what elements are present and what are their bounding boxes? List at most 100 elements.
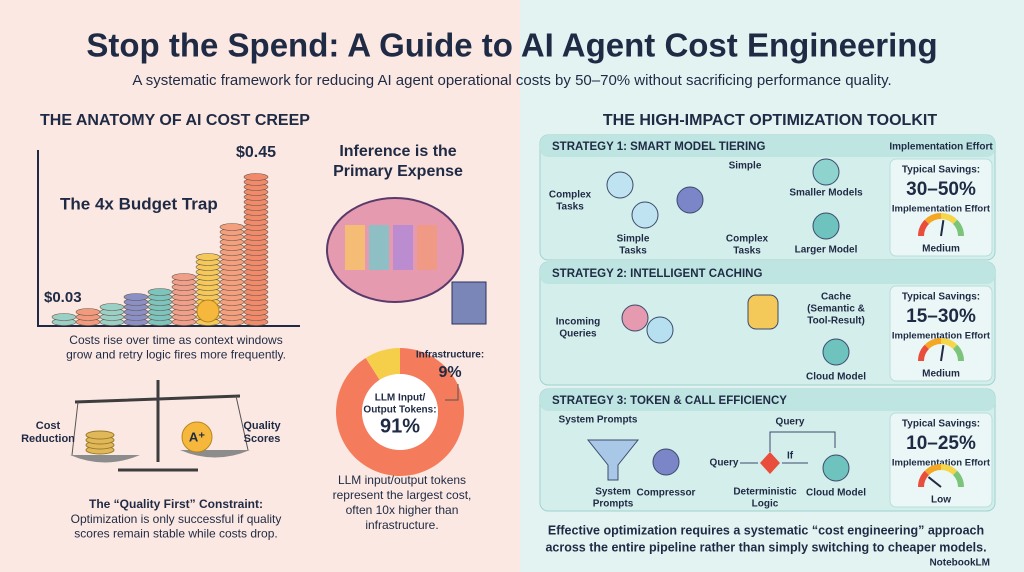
diagram-label: (Semantic & <box>807 304 865 315</box>
donut-label: LLM Input/ <box>375 393 426 404</box>
coin <box>195 253 221 261</box>
leader-line <box>445 384 459 401</box>
diagram-label: Tasks <box>733 246 761 257</box>
diagram-label: Incoming <box>556 317 600 328</box>
gauge-arc <box>918 219 930 237</box>
diagram-label: Prompts <box>593 499 634 510</box>
gauge-arc <box>952 219 964 237</box>
diagram-label: Deterministic <box>733 487 797 498</box>
donut-segment <box>365 348 400 380</box>
diagram-label: Cloud Model <box>806 488 866 499</box>
start-cost: $0.03 <box>44 289 82 306</box>
constraint-title: The “Quality First” Constraint: <box>89 497 263 511</box>
decision-diamond <box>760 452 780 474</box>
diagram-label: Simple <box>729 161 762 172</box>
funnel-icon <box>586 439 640 481</box>
brain-block <box>369 225 389 270</box>
a-plus-icon: A⁺ <box>189 429 205 444</box>
brain-icon <box>621 304 649 332</box>
scale-label: Quality <box>243 420 281 432</box>
diagram-label: System Prompts <box>559 415 638 426</box>
diagram-label: If <box>787 451 794 462</box>
database-icon <box>747 294 779 330</box>
effort-value: Low <box>931 495 951 506</box>
coin <box>123 293 149 301</box>
cloud-icon <box>822 454 850 482</box>
diagram-label: Query <box>776 417 805 428</box>
diagram-label: Simple <box>617 234 650 245</box>
strategy-header-band <box>540 135 995 157</box>
scale-string <box>71 401 79 456</box>
diagram-label: System <box>595 487 631 498</box>
effort-box <box>889 158 993 257</box>
diagram-label: Smaller Models <box>789 188 863 199</box>
section-heading: THE ANATOMY OF AI COST CREEP <box>40 112 310 129</box>
savings-label: Typical Savings: <box>902 419 980 430</box>
effort-label: Implementation Effort <box>892 331 991 342</box>
gauge-arc <box>918 344 930 362</box>
brain-block <box>345 225 365 270</box>
brand: NotebookLM <box>929 558 990 569</box>
cloud-icon <box>812 158 840 186</box>
gauge-arc <box>918 470 930 488</box>
dollar-coin <box>196 299 220 323</box>
donut-value: 91% <box>380 415 420 437</box>
donut-label: Output Tokens: <box>363 405 436 416</box>
gauge-arc <box>952 344 964 362</box>
diagram-label: Tasks <box>556 202 584 213</box>
scale <box>74 380 241 472</box>
strategy-title: STRATEGY 3: TOKEN & CALL EFFICIENCY <box>552 395 787 407</box>
diagram-label: Logic <box>752 499 779 510</box>
effort-value: Medium <box>922 244 960 255</box>
diagram-label: Queries <box>559 329 597 340</box>
scale-label: Scores <box>244 433 281 445</box>
cloud-icon <box>812 212 840 240</box>
caption: LLM input/output tokens <box>338 473 466 487</box>
column-header: Implementation Effort <box>889 142 993 153</box>
diagram-label: Tool-Result) <box>807 316 865 327</box>
axis <box>37 150 300 327</box>
footer: Effective optimization requires a system… <box>548 523 984 537</box>
donut-segment <box>336 348 465 476</box>
donut-hole <box>362 374 438 450</box>
scale-label: Cost <box>36 420 61 432</box>
gauge-arc <box>940 213 958 225</box>
title: Stop the Spend: A Guide to AI Agent Cost… <box>86 27 937 64</box>
constraint-text: scores remain stable while costs drop. <box>74 527 277 541</box>
scale-string <box>235 395 249 451</box>
effort-value: Medium <box>922 369 960 380</box>
footer: across the entire pipeline rather than s… <box>545 540 986 554</box>
coin <box>243 173 269 181</box>
scale-pan <box>70 455 140 463</box>
strategy-header-band <box>540 389 995 411</box>
caption: grow and retry logic fires more frequent… <box>66 348 286 362</box>
middle-heading: Inference is the <box>339 143 456 160</box>
end-cost: $0.45 <box>236 144 276 161</box>
task-icon <box>606 171 634 199</box>
diagram-label: Cloud Model <box>806 372 866 383</box>
gauge-arc <box>924 213 942 225</box>
coin <box>99 303 125 311</box>
cloud-icon <box>822 338 850 366</box>
diagram-label: Cache <box>821 292 851 303</box>
strategy-header-band <box>540 262 995 284</box>
coin <box>147 288 173 296</box>
caption: Costs rise over time as context windows <box>69 333 282 347</box>
effort-box <box>889 285 993 382</box>
scale-label: Reduction <box>21 433 75 445</box>
coin <box>171 273 197 281</box>
coin <box>51 313 77 321</box>
effort-label: Implementation Effort <box>892 204 991 215</box>
savings-label: Typical Savings: <box>902 292 980 303</box>
gauge-arc <box>940 338 958 350</box>
savings-value: 10–25% <box>906 433 976 454</box>
gauge-arc <box>924 338 942 350</box>
diagram-label: Complex <box>726 234 769 245</box>
diagram-label: Complex <box>549 190 592 201</box>
coin <box>75 308 101 316</box>
server <box>451 281 487 325</box>
brain-block <box>417 225 437 270</box>
donut-label: Infrastructure: <box>416 350 484 361</box>
task-icon <box>631 201 659 229</box>
